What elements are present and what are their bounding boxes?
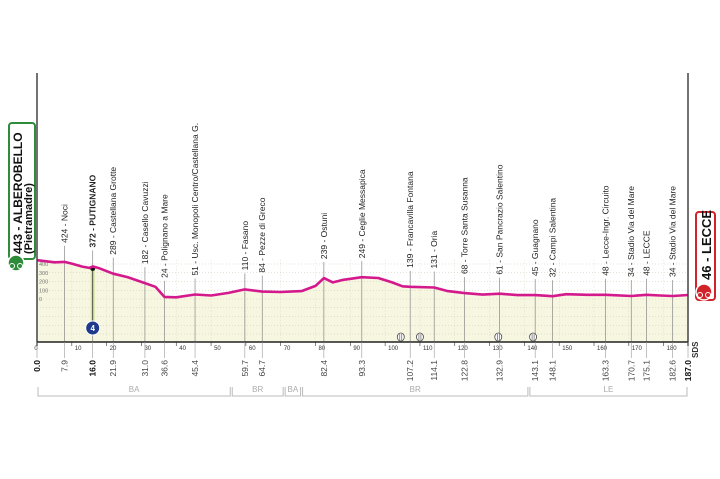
province-label: BR — [252, 385, 263, 394]
y-tick-label: 400 — [39, 262, 48, 268]
railway-crossing-icon — [494, 332, 503, 342]
x-tick-label: 140 — [527, 346, 538, 352]
x-tick-label: 80 — [319, 346, 326, 352]
waypoint-label: 51 - Usc. Monopoli Centro/Castellana G. — [190, 123, 200, 276]
x-tick-label: 120 — [458, 346, 469, 352]
distance-label: 7.9 — [60, 360, 70, 372]
distance-label: 59.7 — [240, 360, 250, 377]
x-tick-label: 40 — [179, 346, 186, 352]
railway-crossing-icon — [416, 332, 424, 342]
distance-label: 31.0 — [140, 360, 150, 377]
waypoint-label: 48 - Lecce-Ingr. Circuito — [600, 185, 610, 276]
waypoint-label: 372 - PUTIGNANO — [88, 174, 98, 247]
province-bracket — [529, 387, 688, 397]
waypoint-label: 61 - San Pancrazio Salentino — [495, 164, 505, 274]
x-tick-label: 170 — [632, 346, 643, 352]
waypoint-label: 139 - Francavilla Fontana — [405, 171, 415, 268]
distance-label: 122.8 — [460, 360, 470, 382]
y-tick-label: 0 — [39, 297, 42, 303]
x-tick-label: 10 — [75, 346, 82, 352]
waypoint-label: 424 - Noci — [60, 204, 70, 243]
distance-label: 21.9 — [108, 360, 118, 377]
province-label: BA — [129, 385, 140, 394]
x-tick-label: 100 — [388, 346, 399, 352]
x-tick-label: 150 — [562, 346, 573, 352]
start-label: 443 - ALBEROBELLO — [11, 132, 25, 254]
distance-label: 132.9 — [495, 360, 505, 382]
start-cyclist-wheel — [9, 263, 15, 269]
y-tick-label: 100 — [39, 288, 48, 294]
distance-label: 148.1 — [548, 360, 558, 382]
distance-label: 175.1 — [642, 360, 652, 382]
y-tick-label: 200 — [39, 280, 48, 286]
x-tick-label: 50 — [214, 346, 221, 352]
x-tick-label: 90 — [353, 346, 360, 352]
province-bracket — [284, 387, 302, 397]
waypoint-label: 249 - Ceglie Messapica — [357, 169, 367, 258]
province-label: LE — [604, 385, 614, 394]
distance-label: 170.7 — [626, 360, 636, 382]
waypoint-label: 110 - Fasano — [240, 221, 250, 271]
railway-crossing-icon — [529, 332, 537, 342]
waypoint-label: 45 - Guagnano — [530, 219, 540, 276]
province-bracket — [302, 387, 529, 397]
distance-label: 16.0 — [88, 360, 98, 377]
x-tick-label: 60 — [249, 346, 256, 352]
waypoint-label: 24 - Polignano a Mare — [159, 194, 169, 278]
x-tick-label: 0 — [34, 346, 38, 352]
distance-label: 82.4 — [319, 360, 329, 377]
waypoint-label: 182 - Casello Cavuzzi — [140, 181, 150, 264]
waypoint-label: 289 - Castellana Grotte — [108, 167, 118, 255]
distance-label: 143.1 — [530, 360, 540, 382]
start-sublabel: (Pietramadre) — [23, 183, 35, 254]
profile-fill — [37, 260, 688, 342]
start-cyclist-icon — [7, 254, 25, 272]
distance-label: 114.1 — [429, 360, 439, 381]
distance-label: 0.0 — [32, 360, 42, 372]
railway-crossing-icon — [396, 332, 405, 342]
waypoint-label: 131 - Oria — [429, 230, 439, 268]
finish-cyclist-wheel — [697, 292, 703, 298]
x-tick-label: 130 — [493, 346, 504, 352]
province-bracket — [37, 387, 231, 397]
distance-label: 163.3 — [600, 360, 610, 382]
waypoint-label: 48 - LECCE — [642, 230, 652, 276]
waypoint-label: 34 - Stadio Via del Mare — [626, 186, 636, 277]
distance-label: 107.2 — [405, 360, 415, 382]
y-tick-label: 300 — [39, 271, 48, 277]
distance-label: 93.3 — [357, 360, 367, 377]
sprint-badge-label: 4 — [90, 324, 95, 333]
distance-label: 182.6 — [668, 360, 678, 382]
profile-line — [36, 258, 689, 299]
x-tick-label: 110 — [423, 346, 433, 352]
finish-cyclist-wheel — [705, 292, 711, 298]
start-cyclist-wheel — [17, 263, 23, 269]
waypoint-label: 68 - Torre Santa Susanna — [460, 177, 470, 274]
x-tick-label: 70 — [284, 346, 291, 352]
province-bracket — [231, 387, 284, 397]
distance-label: 64.7 — [257, 360, 267, 377]
finish-cyclist-icon — [695, 283, 713, 301]
distance-label: 187.0 — [683, 360, 693, 382]
province-label: BA — [288, 385, 299, 394]
waypoint-label: 34 - Stadio Via del Mare — [668, 186, 678, 277]
waypoint-label: 32 - Campi Salentina — [548, 198, 558, 278]
waypoint-label: 84 - Pezze di Greco — [257, 197, 267, 272]
x-tick-label: 30 — [144, 346, 151, 352]
x-tick-label: 180 — [667, 346, 678, 352]
intermediate-sprint-icon — [85, 320, 101, 336]
finish-label: 46 - LECCE — [699, 210, 714, 280]
province-label: BR — [410, 385, 421, 394]
sds-logo: SDS — [691, 341, 700, 358]
waypoint-label: 239 - Ostuni — [319, 213, 329, 259]
distance-label: 36.6 — [159, 360, 169, 377]
distance-label: 45.4 — [190, 360, 200, 377]
x-tick-label: 160 — [597, 346, 608, 352]
